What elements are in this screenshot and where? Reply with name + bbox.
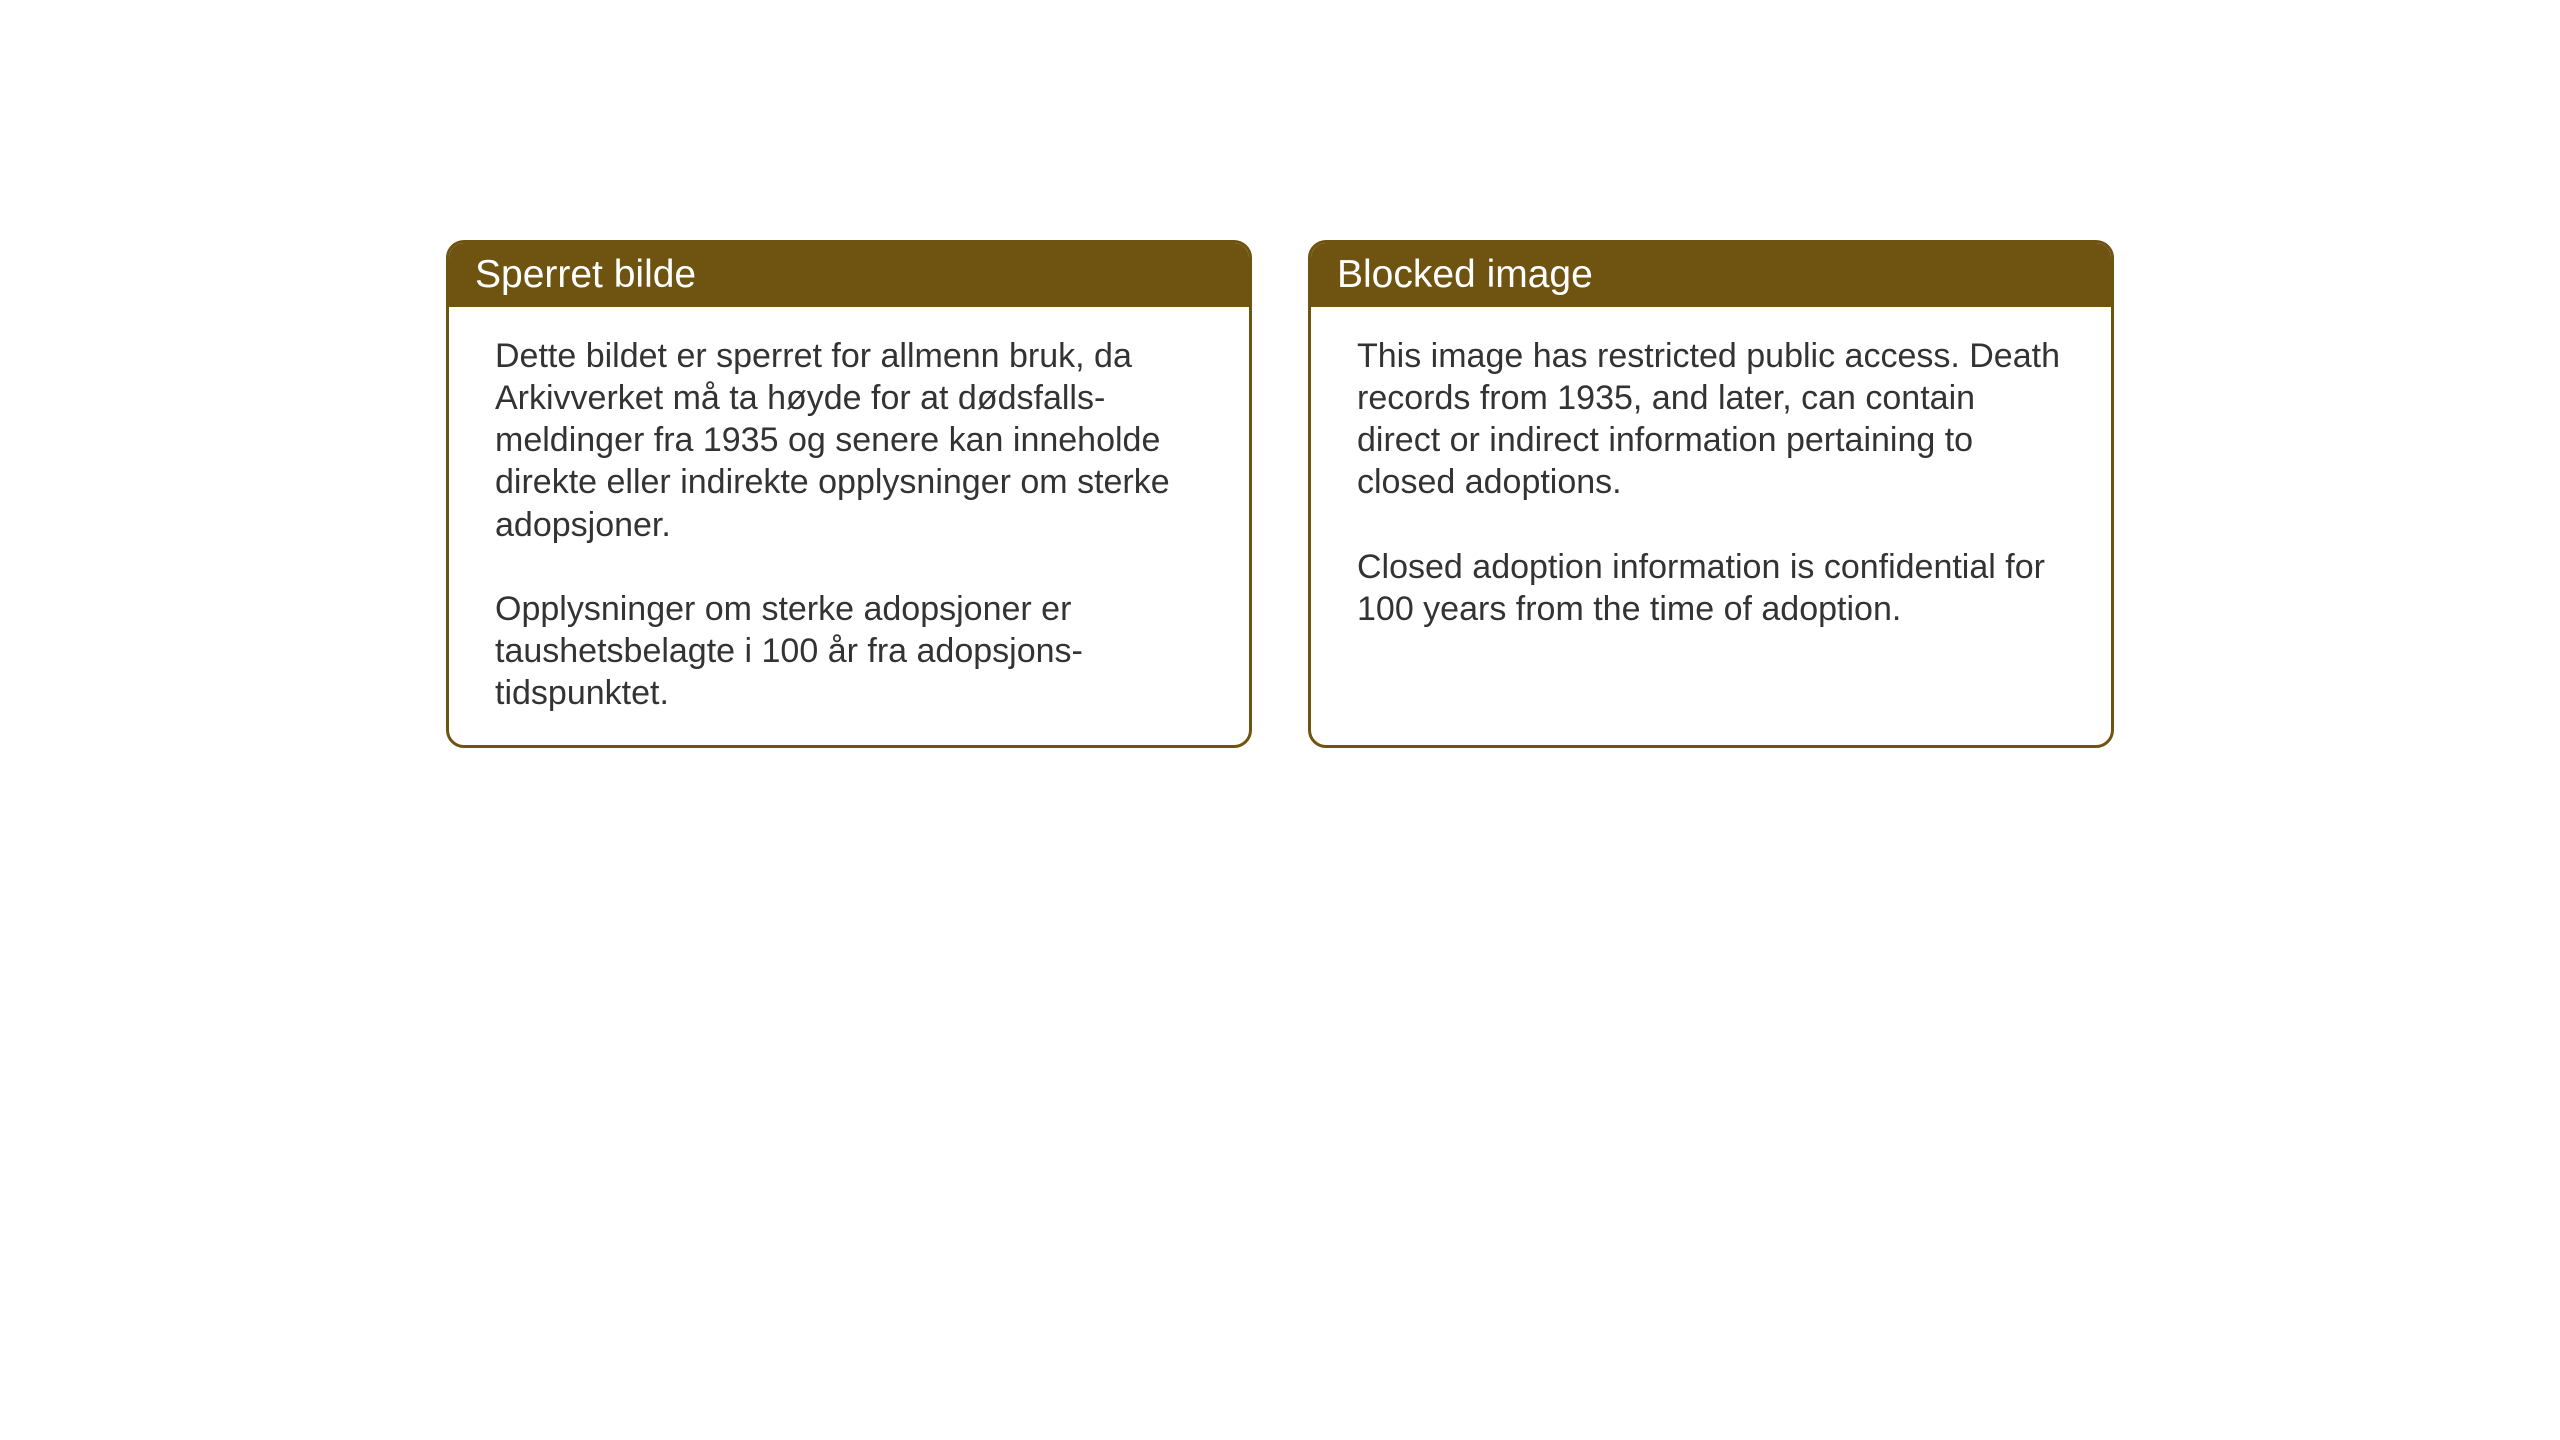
notice-card-english: Blocked image This image has restricted …: [1308, 240, 2114, 748]
card-title: Blocked image: [1337, 253, 1593, 296]
card-header-english: Blocked image: [1311, 243, 2111, 307]
card-body-english: This image has restricted public access.…: [1311, 307, 2111, 658]
notice-container: Sperret bilde Dette bildet er sperret fo…: [446, 240, 2114, 748]
card-paragraph: Closed adoption information is confident…: [1357, 546, 2065, 630]
card-paragraph: Dette bildet er sperret for allmenn bruk…: [495, 335, 1203, 546]
notice-card-norwegian: Sperret bilde Dette bildet er sperret fo…: [446, 240, 1252, 748]
card-paragraph: Opplysninger om sterke adopsjoner er tau…: [495, 588, 1203, 714]
card-title: Sperret bilde: [475, 253, 696, 296]
card-body-norwegian: Dette bildet er sperret for allmenn bruk…: [449, 307, 1249, 742]
card-paragraph: This image has restricted public access.…: [1357, 335, 2065, 504]
card-header-norwegian: Sperret bilde: [449, 243, 1249, 307]
